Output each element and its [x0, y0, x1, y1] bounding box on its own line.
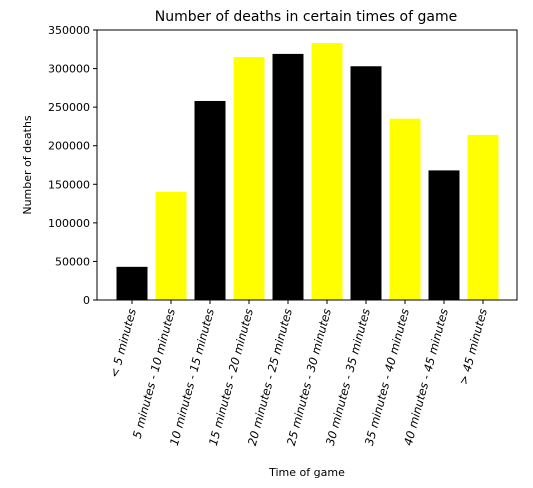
y-tick-label: 200000: [48, 140, 90, 153]
bar: [467, 134, 499, 300]
y-axis-label: Number of deaths: [21, 115, 34, 215]
bar: [389, 118, 421, 300]
x-tick-label: 5 minutes - 10 minutes: [130, 307, 178, 440]
y-axis: 0 50000 100000 150000 200000 250000 300000 3500…: [48, 24, 97, 307]
bars: [116, 43, 499, 300]
y-tick-label: 150000: [48, 178, 90, 191]
bar: [350, 66, 382, 300]
y-tick-label: 0: [83, 294, 90, 307]
bar: [272, 53, 304, 300]
x-tick-label: 35 minutes - 40 minutes: [362, 307, 412, 447]
y-tick-label: 300000: [48, 63, 90, 76]
x-tick-label: 30 minutes - 35 minutes: [323, 307, 373, 447]
x-tick-label: 10 minutes - 15 minutes: [167, 307, 217, 447]
y-tick-label: 50000: [55, 255, 90, 268]
bar: [233, 57, 265, 300]
x-tick-label: 40 minutes - 45 minutes: [401, 307, 451, 447]
x-tick-label: 25 minutes - 30 minutes: [284, 307, 334, 447]
x-tick-label: 15 minutes - 20 minutes: [206, 307, 256, 447]
y-tick-label: 100000: [48, 217, 90, 230]
y-tick-label: 250000: [48, 101, 90, 114]
x-tick-label: < 5 minutes: [107, 307, 139, 379]
x-tick-label: 20 minutes - 25 minutes: [245, 307, 295, 447]
bar: [311, 43, 343, 300]
x-tick-label: > 45 minutes: [456, 307, 490, 386]
bar: [428, 170, 460, 300]
x-axis-label: Time of game: [268, 466, 345, 479]
bar: [116, 266, 148, 300]
chart-title: Number of deaths in certain times of gam…: [155, 9, 457, 25]
y-tick-label: 350000: [48, 24, 90, 37]
bar: [155, 192, 187, 300]
plot-frame: [96, 29, 518, 301]
bar: [194, 100, 226, 300]
